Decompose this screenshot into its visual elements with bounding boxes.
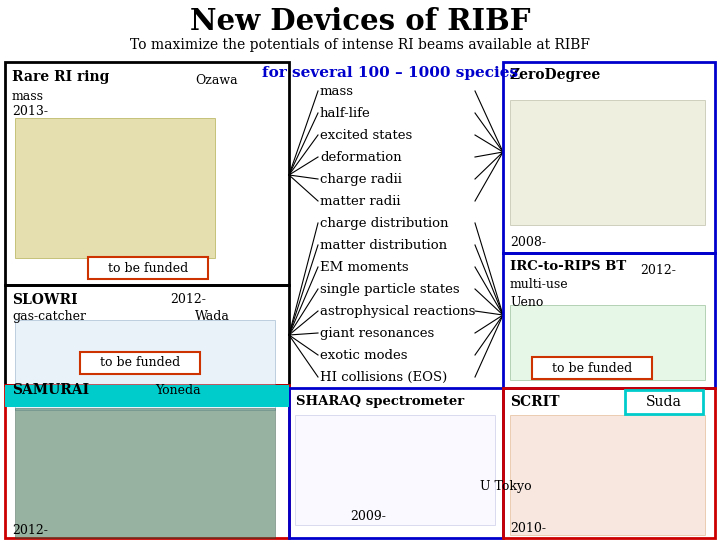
Text: 2013-: 2013- [12,105,48,118]
Text: gas-catcher: gas-catcher [12,310,86,323]
Text: single particle states: single particle states [320,283,459,296]
Bar [625,390,703,414]
Text: deformation: deformation [320,151,402,164]
Text: ZeroDegree: ZeroDegree [510,68,601,82]
Bar [503,253,715,388]
Text: to be funded: to be funded [108,261,188,274]
Bar [510,305,705,380]
Bar [15,320,275,410]
Bar [5,285,289,385]
Bar [15,118,215,258]
Text: EM moments: EM moments [320,261,409,274]
Text: multi-use: multi-use [510,278,569,291]
Bar [5,385,289,538]
Text: astrophysical reactions: astrophysical reactions [320,305,475,318]
Text: 2010-: 2010- [510,522,546,535]
Text: mass: mass [320,85,354,98]
Text: IRC-to-RIPS BT: IRC-to-RIPS BT [510,260,626,273]
Text: SCRIT: SCRIT [510,395,559,409]
Text: Ueno: Ueno [510,296,544,309]
Text: matter distribution: matter distribution [320,239,447,252]
Text: to be funded: to be funded [552,361,632,375]
Text: Ozawa: Ozawa [195,74,238,87]
Text: half-life: half-life [320,107,371,120]
Bar [295,415,495,525]
Text: Rare RI ring: Rare RI ring [12,70,109,84]
Text: charge distribution: charge distribution [320,217,449,230]
Bar [503,388,715,538]
Text: giant resonances: giant resonances [320,327,434,340]
Text: Wada: Wada [195,310,230,323]
Text: mass: mass [12,90,44,103]
Text: 2009-: 2009- [350,510,386,523]
Text: U Tokyo: U Tokyo [480,480,531,493]
Text: 2012-: 2012- [12,524,48,537]
Bar [80,352,200,374]
Text: SLOWRI: SLOWRI [12,293,78,307]
Text: HI collisions (EOS): HI collisions (EOS) [320,371,447,384]
Text: 2012-: 2012- [170,293,206,306]
Text: to be funded: to be funded [100,356,180,369]
Text: New Devices of RIBF: New Devices of RIBF [190,8,530,37]
Bar [289,388,503,538]
Text: 2012-: 2012- [640,264,676,277]
Bar [503,62,715,253]
Bar [510,415,705,535]
Text: To maximize the potentials of intense RI beams available at RIBF: To maximize the potentials of intense RI… [130,38,590,52]
Text: matter radii: matter radii [320,195,400,208]
Bar [15,408,275,538]
Bar [532,357,652,379]
Bar [88,257,208,279]
Text: for several 100 – 1000 species: for several 100 – 1000 species [262,66,518,80]
Bar [5,62,289,285]
Bar [510,100,705,225]
Text: exotic modes: exotic modes [320,349,408,362]
Text: 2008-: 2008- [510,236,546,249]
Text: SAMURAI: SAMURAI [12,383,89,397]
Text: excited states: excited states [320,129,413,142]
Text: Yoneda: Yoneda [155,383,201,396]
Text: SHARAQ spectrometer: SHARAQ spectrometer [296,395,464,408]
Text: Suda: Suda [646,395,682,409]
Text: charge radii: charge radii [320,173,402,186]
Bar [5,385,289,407]
